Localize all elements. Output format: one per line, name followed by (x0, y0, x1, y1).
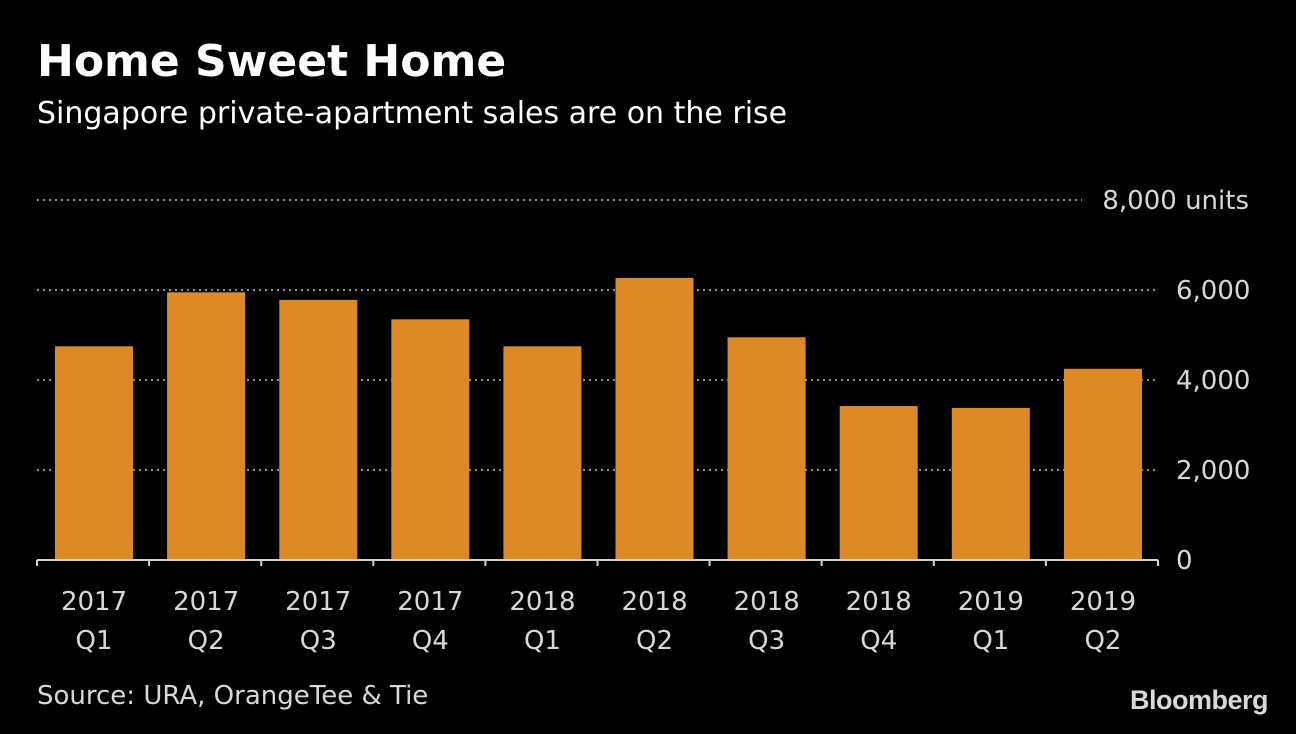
bar (839, 406, 918, 560)
x-tick-label-year: 2018 (621, 587, 687, 617)
bloomberg-logo: Bloomberg (1129, 685, 1269, 715)
x-tick-label-quarter: Q3 (300, 626, 337, 656)
bar (55, 346, 133, 561)
source-note: Source: URA, OrangeTee & Tie (37, 681, 429, 711)
x-tick-label-year: 2019 (1070, 587, 1136, 617)
y-tick-label: 2,000 (1176, 456, 1250, 486)
x-tick-label-year: 2018 (509, 587, 575, 617)
x-tick-label-quarter: Q3 (748, 626, 785, 656)
chart-subtitle: Singapore private-apartment sales are on… (37, 96, 788, 131)
bar (503, 346, 582, 561)
bar (279, 299, 358, 560)
x-axis-labels: 2017 Q1 2017 Q2 2017 Q3 2017 Q4 2018 Q1 2018 Q2 2018… (61, 587, 1136, 656)
bar (1064, 368, 1142, 561)
bar (727, 337, 806, 561)
x-tick-label-quarter: Q4 (860, 626, 897, 656)
x-tick-label-quarter: Q2 (188, 626, 225, 656)
bar (615, 277, 694, 560)
x-tick-label-quarter: Q1 (524, 626, 561, 656)
bar (167, 292, 246, 561)
y-axis-labels: 0 2,000 4,000 6,000 8,000 units (1102, 186, 1250, 576)
x-tick-label-year: 2019 (958, 587, 1024, 617)
x-tick-label-quarter: Q2 (1084, 626, 1121, 656)
x-tick-label-year: 2018 (846, 587, 912, 617)
x-tick-label-year: 2017 (285, 587, 351, 617)
x-tick-label-year: 2017 (61, 587, 127, 617)
x-tick-label-quarter: Q2 (636, 626, 673, 656)
x-tick-label-quarter: Q4 (412, 626, 449, 656)
x-tick-label-year: 2018 (734, 587, 800, 617)
bars (55, 277, 1142, 561)
y-tick-label: 4,000 (1176, 366, 1250, 396)
x-tick-label-quarter: Q1 (972, 626, 1009, 656)
bar (951, 407, 1030, 560)
x-tick-label-year: 2017 (397, 587, 463, 617)
y-tick-label: 8,000 units (1102, 186, 1249, 216)
bar (391, 319, 470, 561)
chart-title: Home Sweet Home (37, 36, 507, 87)
y-tick-label: 0 (1176, 546, 1193, 576)
x-axis (36, 559, 1159, 566)
y-tick-label: 6,000 (1176, 276, 1250, 306)
x-tick-label-year: 2017 (173, 587, 239, 617)
x-tick-label-quarter: Q1 (76, 626, 113, 656)
